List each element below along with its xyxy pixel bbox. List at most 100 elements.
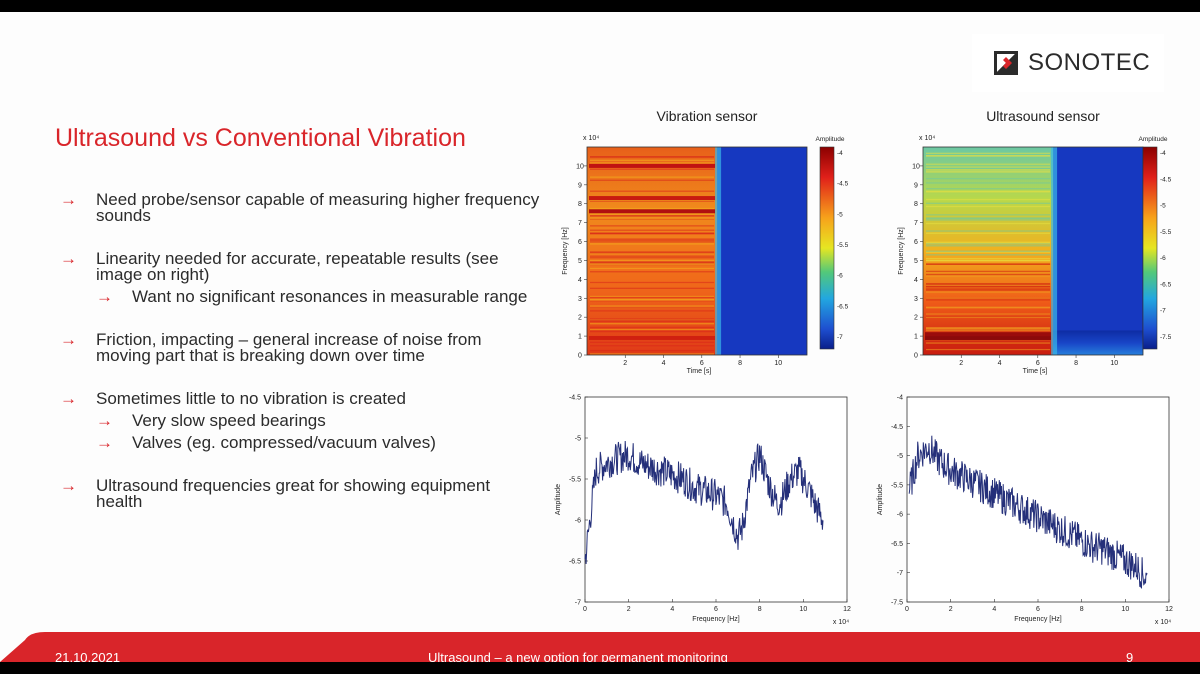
slide-title: Ultrasound vs Conventional Vibration (55, 124, 466, 152)
heatmap-streak (926, 154, 1051, 157)
y-tick-label: -6.5 (891, 541, 903, 548)
x-multiplier: x 10⁴ (1155, 619, 1171, 626)
footer-date: 21.10.2021 (55, 650, 121, 662)
heatmap-band (925, 332, 1052, 337)
sub-bullet-item: → Very slow speed bearings (96, 411, 540, 430)
arrow-icon: → (60, 190, 77, 209)
x-tick-label: 10 (799, 606, 807, 613)
heatmap-streak (590, 326, 715, 329)
colorbar-tick-label: -7 (837, 334, 843, 341)
y-tick-label: -4.5 (891, 424, 903, 431)
heatmap-streak (590, 251, 715, 253)
bullet-item: → Ultrasound frequencies great for showi… (60, 476, 540, 510)
heatmap-band (589, 163, 716, 168)
heatmap-streak (926, 170, 1051, 172)
heatmap-band (589, 196, 716, 201)
y-tick-label: 8 (914, 201, 918, 208)
heatmap-streak (590, 263, 715, 266)
y-multiplier: x 10⁴ (583, 135, 599, 142)
y-tick-label: 8 (578, 201, 582, 208)
heatmap-streak (926, 254, 1051, 256)
y-tick-label: 4 (578, 277, 582, 284)
heatmap-streak (926, 177, 1051, 180)
heatmap-1: Vibration sensor 0 1 2 3 4 5 6 7 8 9 10 2 4 6 8 10 Time [… (562, 108, 849, 375)
x-tick-label: 6 (1036, 606, 1040, 613)
x-axis-label: Frequency [Hz] (692, 616, 740, 623)
y-tick-label: -7.5 (891, 600, 903, 607)
sub-bullet-text: Very slow speed bearings (132, 411, 326, 430)
heatmap-streak (590, 261, 715, 263)
y-axis-label: Frequency [Hz] (562, 227, 569, 275)
bullet-text: Need probe/sensor capable of measuring h… (96, 190, 540, 225)
heatmap-streak (926, 342, 1051, 344)
heatmap-streak (590, 213, 715, 215)
x-tick-label: 0 (905, 606, 909, 613)
amplitude-line (908, 435, 1148, 590)
y-tick-label: 9 (578, 182, 582, 189)
heatmap-streak (590, 168, 715, 170)
y-tick-label: -5 (897, 453, 903, 460)
colorbar-tick-label: -5 (837, 211, 843, 218)
bullet-item: → Need probe/sensor capable of measuring… (60, 190, 540, 225)
arrow-icon: → (60, 476, 77, 495)
x-tick-label: 6 (700, 360, 704, 367)
heatmap-frame (586, 146, 808, 356)
heatmap-streak (926, 297, 1051, 299)
heatmap-streak (926, 251, 1051, 253)
line-plot-1: 0 2 4 6 8 10 12 -4.5 -5 -5.5 -6 -6.5 -7 Frequency [Hz… (555, 395, 851, 627)
x-multiplier: x 10⁴ (833, 619, 849, 626)
heatmap-streak (926, 188, 1051, 190)
colorbar-tick-label: -6 (1160, 255, 1166, 262)
heatmap-streak (926, 270, 1051, 273)
x-tick-label: 10 (774, 360, 782, 367)
y-tick-label: -6 (575, 518, 581, 525)
heatmap-streak (590, 199, 715, 201)
heatmap-streak (926, 219, 1051, 221)
heatmap-streak (926, 222, 1051, 225)
bullet-text: Friction, impacting – general increase o… (96, 330, 482, 365)
heatmap-streak (590, 320, 715, 323)
colorbar-tick-label: -4 (1160, 150, 1166, 157)
heatmap-streak (590, 353, 715, 355)
heatmap-streak (926, 289, 1051, 291)
colorbar (819, 146, 835, 350)
heatmap-band (589, 209, 716, 214)
colorbar-label: Amplitude (1139, 136, 1168, 143)
x-tick-label: 8 (1080, 606, 1084, 613)
heatmap-streak (590, 232, 715, 235)
heatmap-streak (926, 288, 1051, 290)
sonotec-logo: SONOTEC (972, 34, 1164, 92)
y-tick-label: 5 (914, 258, 918, 265)
amplitude-line (584, 440, 824, 565)
heatmap-streak (590, 217, 715, 219)
heatmap-streak (926, 285, 1051, 287)
sub-bullet-text: Want no significant resonances in measur… (132, 287, 528, 306)
heatmap-band (925, 335, 1052, 340)
colorbar-tick-label: -6.5 (1160, 281, 1172, 288)
heatmap-streak (590, 262, 715, 264)
heatmap-streak (590, 252, 715, 254)
colorbar-tick-label: -4.5 (837, 181, 849, 188)
sonotec-logo-icon (994, 51, 1018, 75)
chart-title: Ultrasound sensor (986, 108, 1100, 124)
heatmap-streak (590, 162, 715, 164)
heatmap-streak (590, 200, 715, 202)
arrow-icon: → (60, 330, 77, 349)
y-tick-label: 5 (578, 258, 582, 265)
sub-bullet-text: Valves (eg. compressed/vacuum valves) (132, 433, 436, 452)
heatmap-streak (590, 319, 715, 322)
heatmap-streak (926, 205, 1051, 208)
heatmap-streak (926, 344, 1051, 346)
heatmap-streak (590, 257, 715, 259)
heatmap-streak (590, 298, 715, 301)
y-tick-label: 4 (914, 277, 918, 284)
heatmap-streak (926, 250, 1051, 252)
y-tick-label: -6.5 (569, 559, 581, 566)
bullet-item: → Linearity needed for accurate, repeata… (60, 250, 540, 306)
heatmap-streak (926, 214, 1051, 216)
heatmap-streak (590, 207, 715, 210)
heatmap-streak (590, 255, 715, 257)
heatmap-streak (590, 260, 715, 262)
y-multiplier: x 10⁴ (919, 135, 935, 142)
